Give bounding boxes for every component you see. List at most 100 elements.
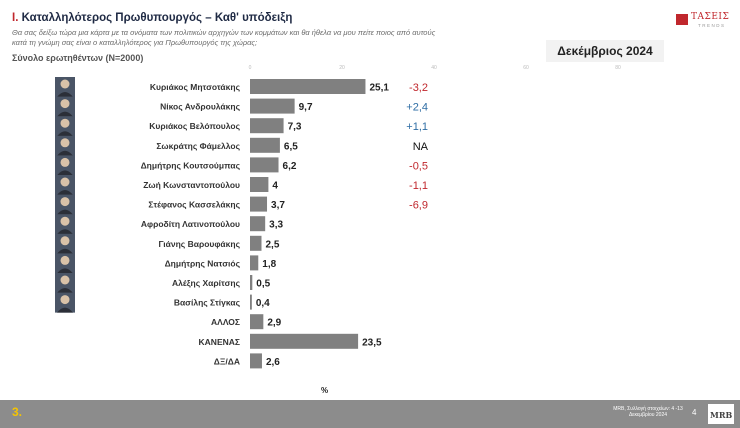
photo-head [60, 138, 70, 148]
category-label: ΚΑΝΕΝΑΣ [199, 337, 240, 347]
bar [250, 333, 359, 349]
photo-head [60, 79, 70, 89]
title-number: I. [12, 12, 19, 24]
bar [250, 118, 284, 134]
category-label: Δημήτρης Κουτσούμπας [141, 160, 241, 170]
photo-body [57, 248, 73, 254]
photo-body [57, 92, 73, 97]
photo-body [57, 131, 73, 137]
bar-chart: 0 20 40 60 80 Κυριάκος Μητσοτάκης 25,1 -3,2 Νίκο… [55, 65, 621, 395]
category-label: Σωκράτης Φάμελλος [156, 141, 240, 151]
tasis-logo: ΤΑΣΕΙΣ TRENDS [676, 12, 732, 32]
photo-body [57, 307, 73, 313]
candidate-photo [55, 135, 75, 156]
value-label: 7,3 [288, 122, 302, 133]
page-number: 4 [692, 408, 697, 417]
change-label: +2,4 [406, 102, 428, 114]
logo-mark [676, 14, 688, 25]
photo-head [60, 255, 70, 265]
photo-body [57, 150, 73, 156]
photo-body [57, 190, 73, 195]
category-label: Βασίλης Στίγκας [174, 298, 241, 308]
period-badge: Δεκέμβριος 2024 [546, 40, 664, 62]
photo-body [57, 170, 73, 176]
logo-name: ΤΑΣΕΙΣ [691, 12, 730, 22]
photo-head [60, 177, 70, 187]
category-label: Δημήτρης Νατσιός [165, 258, 241, 268]
x-tick-label: 0 [249, 65, 252, 71]
bar [250, 137, 280, 153]
bar [250, 216, 266, 232]
candidate-photo [55, 155, 75, 176]
value-label: 9,7 [299, 102, 313, 113]
photo-head [60, 99, 70, 109]
change-label: +1,1 [406, 121, 428, 133]
candidate-photo [55, 233, 75, 254]
x-tick-label: 60 [523, 65, 529, 71]
photo-body [57, 111, 73, 117]
bar [250, 235, 262, 251]
candidate-photo [55, 77, 75, 97]
photo-head [60, 197, 70, 207]
value-label: 2,9 [267, 318, 281, 329]
footer-bar: 3. MRB, Συλλογή στοιχείων: 4 -13 Δεκεμβρ… [0, 400, 740, 428]
category-label: ΔΞ/ΔΑ [214, 356, 240, 366]
category-label: Κυριάκος Βελόπουλος [149, 121, 240, 131]
bar [250, 353, 262, 369]
value-label: 3,7 [271, 200, 285, 211]
category-label: Ζωή Κωνσταντοπούλου [143, 180, 240, 190]
value-label: 4 [272, 181, 278, 192]
photo-body [57, 209, 73, 215]
photo-body [57, 268, 73, 274]
bar [250, 275, 253, 290]
candidate-photo [55, 116, 75, 137]
change-label: NA [413, 141, 429, 153]
candidate-photo [55, 175, 75, 195]
photo-head [60, 275, 70, 285]
photo-head [60, 216, 70, 226]
photo-body [57, 288, 73, 293]
change-label: -0,5 [409, 160, 428, 172]
respondents-label: Σύνολο ερωτηθέντων (N=2000) [12, 53, 144, 63]
logo-sub: TRENDS [698, 23, 726, 28]
category-label: Νίκος Ανδρουλάκης [160, 102, 240, 112]
value-label: 23,5 [362, 337, 382, 348]
unit-label: % [321, 386, 328, 395]
question-text: Θα σας δείξω τώρα μια κάρτα με τα ονόματ… [12, 28, 436, 47]
photo-head [60, 236, 70, 246]
x-tick-label: 20 [339, 65, 345, 71]
x-tick-label: 40 [431, 65, 437, 71]
category-label: Γιάνης Βαρουφάκης [158, 239, 240, 249]
category-label: Αφροδίτη Λατινοπούλου [141, 219, 240, 229]
value-label: 3,3 [269, 220, 283, 231]
bar [250, 98, 295, 114]
bar [250, 255, 259, 271]
change-label: -3,2 [409, 82, 428, 94]
value-label: 0,5 [256, 279, 270, 290]
category-label: Κυριάκος Μητσοτάκης [150, 82, 241, 92]
value-label: 2,5 [266, 239, 280, 250]
bar [250, 314, 264, 330]
photo-head [60, 157, 70, 167]
value-label: 0,4 [256, 298, 270, 309]
title-text: Καταλληλότερος Πρωθυπουργός – Καθ' υπόδε… [21, 12, 293, 24]
candidate-photo [55, 194, 75, 215]
candidate-photo [55, 273, 75, 293]
category-label: Αλέξης Χαρίτσης [172, 278, 241, 288]
value-label: 6,2 [283, 161, 297, 172]
photo-body [57, 229, 73, 235]
mrb-logo: MRB [708, 404, 734, 424]
mrb-logo-text: MRB [710, 410, 733, 420]
value-label: 25,1 [369, 83, 389, 94]
candidate-photo [55, 214, 75, 235]
value-label: 1,8 [262, 259, 276, 270]
value-label: 6,5 [284, 141, 298, 152]
category-label: ΑΛΛΟΣ [211, 317, 240, 327]
change-label: -6,9 [409, 200, 428, 212]
title: I. Καταλληλότερος Πρωθυπουργός – Καθ' υπ… [12, 12, 292, 24]
value-label: 2,6 [266, 357, 280, 368]
change-label: -1,1 [409, 180, 428, 192]
bar [250, 79, 366, 94]
candidate-photo [55, 96, 75, 117]
photo-head [60, 295, 70, 305]
